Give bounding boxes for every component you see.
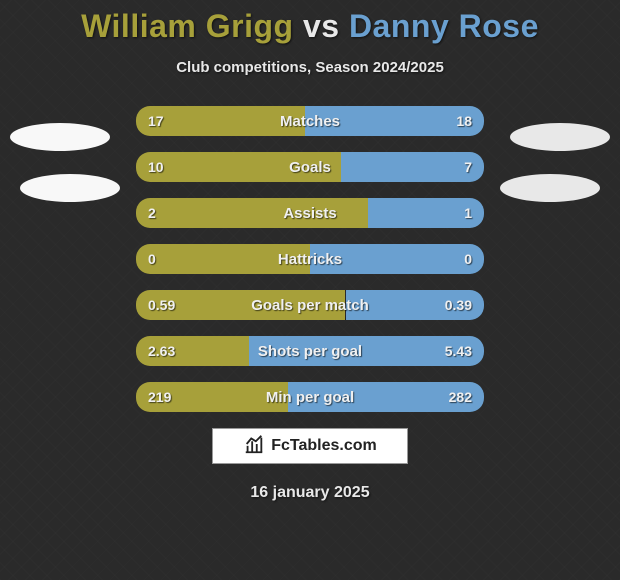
decorative-ellipse-right-1 [510,123,610,151]
stat-label: Assists [136,198,484,228]
branding-badge: FcTables.com [212,428,408,464]
stat-label: Matches [136,106,484,136]
stat-bar: 00Hattricks [136,244,484,274]
stat-label: Shots per goal [136,336,484,366]
stat-bar: 0.590.39Goals per match [136,290,484,320]
stat-label: Min per goal [136,382,484,412]
decorative-ellipse-right-2 [500,174,600,202]
subtitle: Club competitions, Season 2024/2025 [0,59,620,76]
vs-separator: vs [303,8,340,44]
stat-label: Goals [136,152,484,182]
stat-bar: 1718Matches [136,106,484,136]
stats-bars-container: 1718Matches 107Goals 21Assists 00Hattricks 0… [136,106,484,412]
stat-bar: 2.635.43Shots per goal [136,336,484,366]
decorative-ellipse-left-1 [10,123,110,151]
stat-label: Goals per match [136,290,484,320]
comparison-title: William Grigg vs Danny Rose [0,0,620,45]
stat-bar: 219282Min per goal [136,382,484,412]
chart-icon [243,433,265,460]
player1-name: William Grigg [81,8,293,44]
stat-bar: 107Goals [136,152,484,182]
stat-bar: 21Assists [136,198,484,228]
stat-label: Hattricks [136,244,484,274]
date-label: 16 january 2025 [0,484,620,502]
player2-name: Danny Rose [349,8,539,44]
branding-text: FcTables.com [271,437,377,455]
decorative-ellipse-left-2 [20,174,120,202]
